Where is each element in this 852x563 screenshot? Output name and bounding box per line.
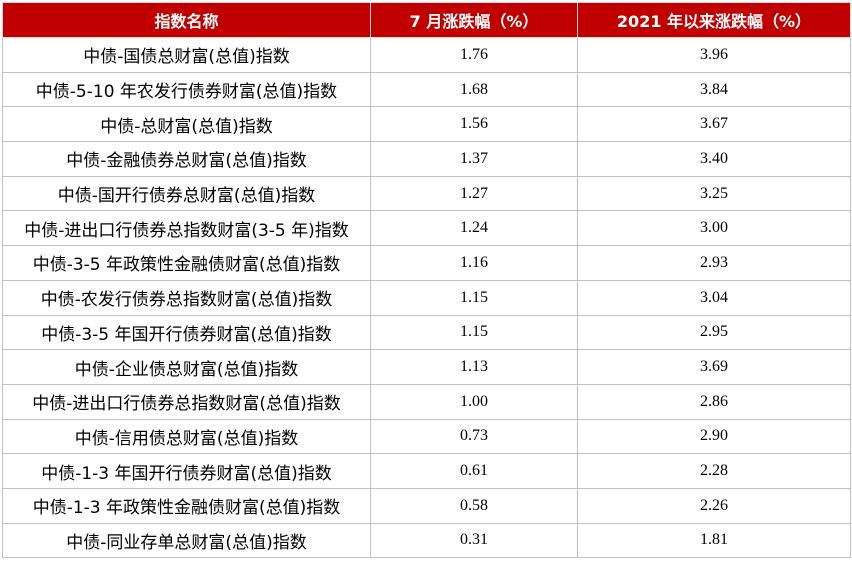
july-change-cell: 1.68: [370, 71, 578, 108]
index-name-cell: 中债-企业债总财富(总值)指数: [2, 349, 371, 385]
table-row: 中债-进出口行债券总指数财富(总值)指数 1.00 2.86: [2, 383, 851, 420]
table-row: 中债-1-3 年国开行债券财富(总值)指数 0.61 2.28: [2, 453, 851, 489]
index-name-cell: 中债-1-3 年国开行债券财富(总值)指数: [2, 453, 371, 489]
table-row: 中债-同业存单总财富(总值)指数 0.31 1.81: [2, 522, 851, 559]
header-index-name: 指数名称: [2, 2, 371, 38]
table-row: 中债-信用债总财富(总值)指数 0.73 2.90: [2, 418, 851, 455]
table-row: 中债-进出口行债券总指数财富(3-5 年)指数 1.24 3.00: [2, 210, 851, 247]
ytd-change-cell: 3.04: [577, 279, 851, 316]
header-july-change: 7 月涨跌幅（%）: [370, 2, 578, 38]
ytd-change-cell: 2.95: [577, 314, 851, 351]
table-row: 中债-国开行债券总财富(总值)指数 1.27 3.25: [2, 175, 851, 212]
table-row: 中债-总财富(总值)指数 1.56 3.67: [2, 106, 851, 143]
index-name-cell: 中债-进出口行债券总指数财富(总值)指数: [2, 383, 371, 420]
table-row: 中债-国债总财富(总值)指数 1.76 3.96: [2, 37, 851, 73]
ytd-change-cell: 2.28: [577, 453, 851, 489]
ytd-change-cell: 3.25: [577, 175, 851, 212]
index-name-cell: 中债-金融债券总财富(总值)指数: [2, 141, 371, 177]
index-name-cell: 中债-1-3 年政策性金融债财富(总值)指数: [2, 487, 371, 524]
index-name-cell: 中债-总财富(总值)指数: [2, 106, 371, 143]
july-change-cell: 1.16: [370, 245, 578, 281]
july-change-cell: 1.56: [370, 106, 578, 143]
july-change-cell: 0.73: [370, 418, 578, 455]
ytd-change-cell: 3.00: [577, 210, 851, 247]
july-change-cell: 1.27: [370, 175, 578, 212]
ytd-change-cell: 2.93: [577, 245, 851, 281]
ytd-change-cell: 3.67: [577, 106, 851, 143]
table-row: 中债-1-3 年政策性金融债财富(总值)指数 0.58 2.26: [2, 487, 851, 524]
index-name-cell: 中债-同业存单总财富(总值)指数: [2, 522, 371, 559]
index-name-cell: 中债-信用债总财富(总值)指数: [2, 418, 371, 455]
table-header-row: 指数名称 7 月涨跌幅（%） 2021 年以来涨跌幅（%）: [2, 2, 851, 38]
table-body: 中债-国债总财富(总值)指数 1.76 3.96 中债-5-10 年农发行债券财富(总…: [2, 37, 851, 559]
ytd-change-cell: 1.81: [577, 522, 851, 559]
table-row: 中债-3-5 年国开行债券财富(总值)指数 1.15 2.95: [2, 314, 851, 351]
index-name-cell: 中债-5-10 年农发行债券财富(总值)指数: [2, 71, 371, 108]
table-row: 中债-5-10 年农发行债券财富(总值)指数 1.68 3.84: [2, 71, 851, 108]
header-ytd-change: 2021 年以来涨跌幅（%）: [577, 2, 851, 38]
july-change-cell: 1.15: [370, 314, 578, 351]
july-change-cell: 1.15: [370, 279, 578, 316]
ytd-change-cell: 3.69: [577, 349, 851, 385]
july-change-cell: 1.37: [370, 141, 578, 177]
july-change-cell: 1.13: [370, 349, 578, 385]
index-name-cell: 中债-3-5 年国开行债券财富(总值)指数: [2, 314, 371, 351]
ytd-change-cell: 3.96: [577, 37, 851, 73]
index-name-cell: 中债-国开行债券总财富(总值)指数: [2, 175, 371, 212]
july-change-cell: 0.31: [370, 522, 578, 559]
july-change-cell: 1.24: [370, 210, 578, 247]
july-change-cell: 1.76: [370, 37, 578, 73]
index-name-cell: 中债-国债总财富(总值)指数: [2, 37, 371, 73]
ytd-change-cell: 3.40: [577, 141, 851, 177]
ytd-change-cell: 2.26: [577, 487, 851, 524]
index-name-cell: 中债-进出口行债券总指数财富(3-5 年)指数: [2, 210, 371, 247]
table-row: 中债-农发行债券总指数财富(总值)指数 1.15 3.04: [2, 279, 851, 316]
july-change-cell: 1.00: [370, 383, 578, 420]
ytd-change-cell: 2.90: [577, 418, 851, 455]
ytd-change-cell: 3.84: [577, 71, 851, 108]
july-change-cell: 0.61: [370, 453, 578, 489]
table-row: 中债-企业债总财富(总值)指数 1.13 3.69: [2, 349, 851, 385]
index-name-cell: 中债-3-5 年政策性金融债财富(总值)指数: [2, 245, 371, 281]
index-name-cell: 中债-农发行债券总指数财富(总值)指数: [2, 279, 371, 316]
table-row: 中债-3-5 年政策性金融债财富(总值)指数 1.16 2.93: [2, 245, 851, 281]
july-change-cell: 0.58: [370, 487, 578, 524]
ytd-change-cell: 2.86: [577, 383, 851, 420]
table-row: 中债-金融债券总财富(总值)指数 1.37 3.40: [2, 141, 851, 177]
